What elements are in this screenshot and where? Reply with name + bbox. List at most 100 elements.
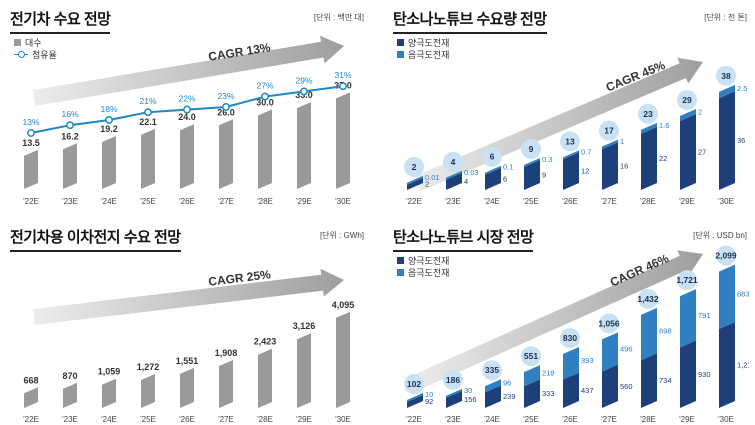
total-bubble — [521, 139, 541, 160]
bar-cathode — [446, 172, 462, 190]
bar-anode — [602, 139, 618, 150]
legend-item-units: 대수 — [14, 36, 57, 48]
data-label-cathode: 12 — [581, 167, 589, 176]
data-label-anode: 218 — [542, 368, 555, 377]
bar-anode — [719, 264, 735, 329]
x-tick-label: '25E — [523, 197, 539, 204]
data-label-cathode: 734 — [659, 376, 672, 385]
chart-title: 탄소나노튜브 수요량 전망 — [393, 8, 547, 34]
data-label-anode: 2.5 — [737, 84, 747, 93]
share-label: 22% — [178, 94, 195, 104]
data-label-cathode: 437 — [581, 386, 594, 395]
data-label: 3,126 — [293, 321, 316, 331]
total-label: 2,099 — [715, 251, 737, 261]
bar — [102, 135, 116, 189]
x-tick-label: '30E — [718, 415, 734, 422]
legend-swatch — [397, 38, 404, 46]
data-label: 22.1 — [139, 117, 157, 127]
data-label-anode: 10 — [425, 390, 433, 399]
bar-anode — [719, 84, 735, 99]
data-label-anode: 496 — [620, 344, 633, 353]
x-tick-label: '24E — [101, 197, 117, 204]
data-label-anode: 0.7 — [581, 147, 591, 156]
share-point — [105, 116, 113, 124]
total-label: 1,432 — [637, 294, 659, 304]
legend-swatch — [14, 38, 21, 46]
ev-demand-chart: CAGR 13%13.516.219.222.124.026.030.033.0… — [22, 35, 352, 204]
data-label-cathode: 27 — [698, 148, 706, 157]
bar — [219, 360, 233, 408]
total-bubble — [404, 374, 424, 395]
total-bubble — [716, 65, 736, 86]
bar-anode — [641, 307, 657, 361]
data-label-anode: 0.03 — [464, 168, 479, 177]
total-label: 186 — [446, 375, 460, 385]
legend-item-anode: 음극도전재 — [397, 48, 449, 60]
x-tick-label: '22E — [23, 415, 39, 422]
bar-anode — [446, 170, 462, 180]
share-point — [66, 121, 74, 130]
bar-cathode — [680, 340, 696, 408]
x-tick-label: '29E — [296, 197, 312, 204]
bar-cathode — [485, 167, 501, 190]
data-label-anode: 1 — [620, 137, 624, 146]
bar — [336, 92, 350, 189]
legend-swatch — [397, 50, 404, 58]
data-label: 4,095 — [332, 300, 355, 310]
chart-panel-cnt-demand: CAGR 45% 2 0.01 2 4 0.03 4 6 0.1 6 9 0.3 9 12 0.7 13 16 1… — [387, 4, 749, 204]
x-tick-label: '27E — [218, 415, 234, 422]
chart-panel-cnt-market: CAGR 46% 92 10 102 156 30 186 239 96 335 333 218 551… — [387, 222, 749, 422]
bar — [336, 311, 350, 408]
chart-title: 탄소나노튜브 시장 전망 — [393, 226, 534, 252]
x-tick-label: '24E — [484, 197, 500, 204]
total-label: 29 — [682, 95, 692, 105]
x-tick-label: '26E — [562, 415, 578, 422]
cagr-arrow — [413, 250, 703, 390]
total-label: 38 — [721, 71, 731, 81]
data-label-anode: 883 — [737, 289, 749, 298]
share-label: 21% — [139, 96, 156, 106]
x-tick-label: '26E — [179, 197, 195, 204]
bar — [102, 378, 116, 408]
chart-panel-ev-demand: CAGR 13%13.516.219.222.124.026.030.033.0… — [4, 4, 366, 204]
x-tick-label: '30E — [718, 197, 734, 204]
legend-label: 음극도전재 — [408, 267, 450, 278]
bar — [297, 102, 311, 189]
share-point — [222, 103, 230, 111]
x-tick-label: '23E — [445, 197, 461, 204]
x-tick-label: '28E — [257, 415, 273, 422]
data-label-cathode: 6 — [503, 174, 507, 183]
bar-cathode — [563, 372, 579, 408]
total-label: 1,056 — [598, 318, 620, 328]
x-tick-label: '22E — [406, 415, 422, 422]
bar-anode — [641, 122, 657, 134]
share-point — [27, 129, 35, 137]
data-label: 19.2 — [100, 124, 118, 134]
legend-item-cathode: 양극도전재 — [397, 254, 449, 266]
share-point — [300, 87, 308, 96]
chart-title: 전기차 수요 전망 — [10, 8, 111, 34]
total-bubble — [521, 346, 541, 367]
share-label: 16% — [61, 109, 78, 119]
total-label: 23 — [643, 109, 653, 119]
data-label-cathode: 4 — [464, 177, 468, 186]
x-tick-label: '27E — [601, 197, 617, 204]
data-label-anode: 30 — [464, 386, 472, 395]
legend-label: 점유율 — [32, 49, 57, 60]
data-label-anode: 1.6 — [659, 121, 669, 130]
x-tick-label: '24E — [101, 415, 117, 422]
x-tick-label: '24E — [484, 415, 500, 422]
bar-cathode — [719, 91, 735, 190]
data-label: 1,908 — [215, 348, 238, 358]
bar — [63, 143, 77, 189]
x-tick-label: '23E — [62, 415, 78, 422]
data-label-cathode: 22 — [659, 154, 667, 163]
total-bubble — [443, 369, 463, 390]
data-label: 13.5 — [22, 138, 40, 148]
bar-anode — [407, 393, 423, 403]
x-tick-label: '26E — [179, 415, 195, 422]
battery-demand-chart: CAGR 25%668 870 1,059 1,2721,5511,9082,4233… — [23, 267, 355, 422]
legend-item-share: 점유율 — [14, 48, 57, 60]
bar — [258, 109, 272, 189]
x-tick-label: '30E — [335, 415, 351, 422]
